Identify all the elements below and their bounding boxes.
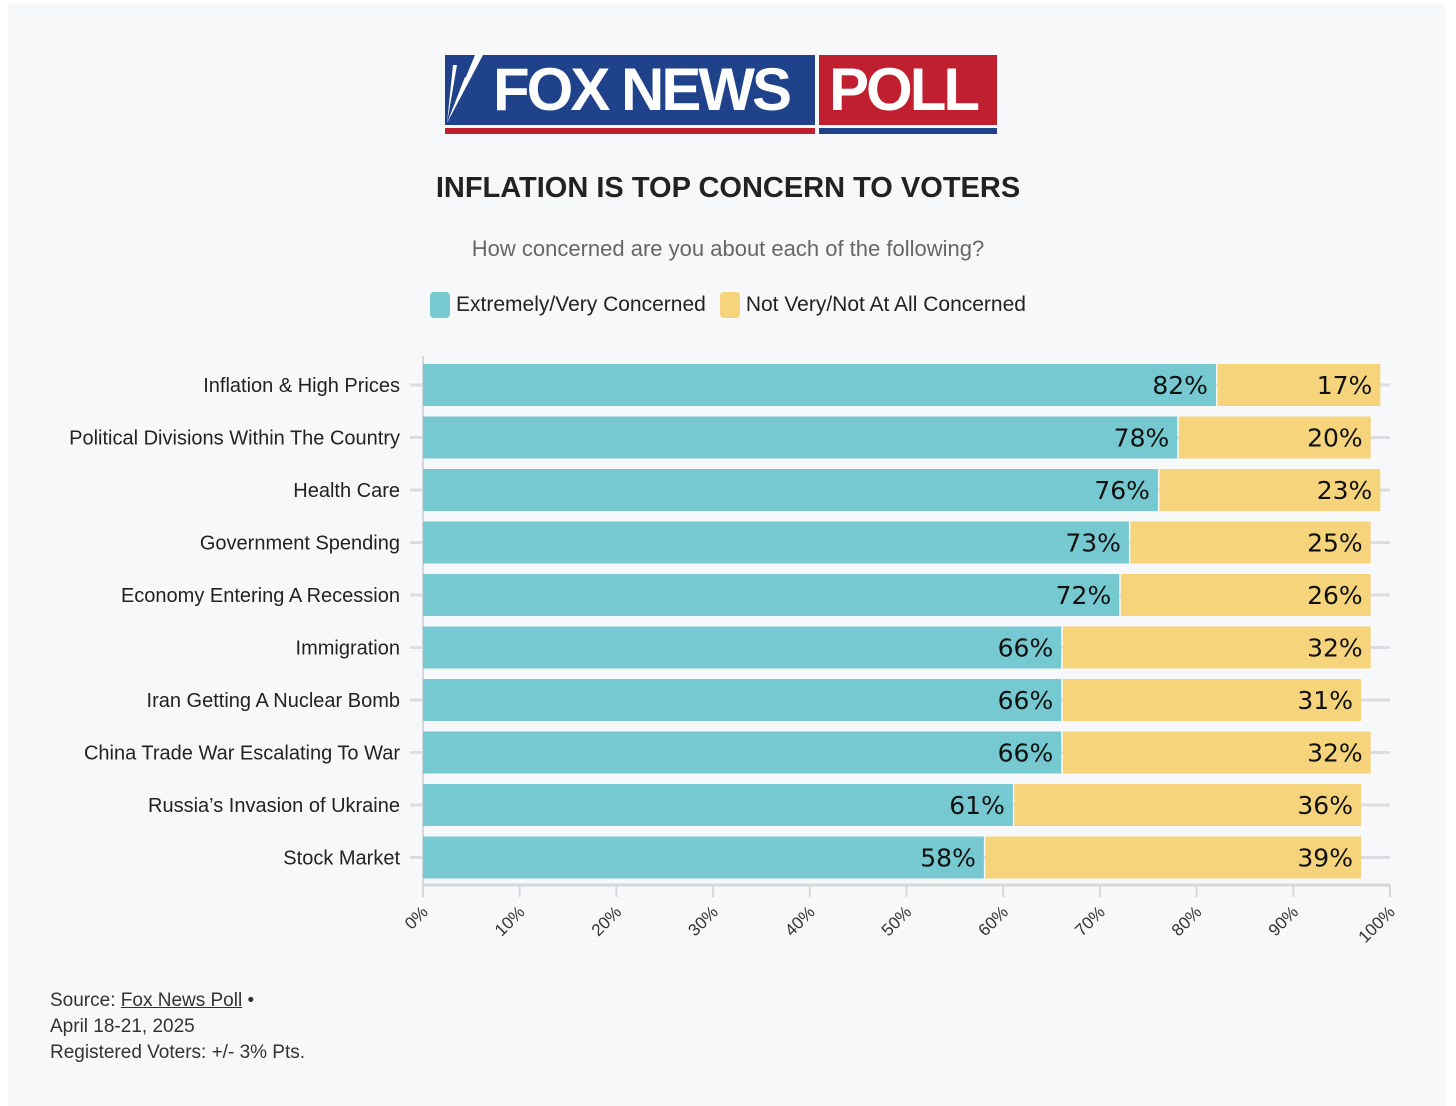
- x-tick-label: 60%: [975, 902, 1012, 939]
- chart-subtitle: How concerned are you about each of the …: [471, 236, 985, 261]
- source-sep: •: [247, 990, 255, 1011]
- category-label: Economy Entering A Recession: [121, 585, 400, 607]
- logo-fox-news-text: FOX NEWS: [493, 56, 792, 123]
- bar-segment: [423, 521, 1129, 564]
- data-label: 36%: [1297, 791, 1353, 820]
- x-tick-label: 70%: [1071, 902, 1108, 939]
- legend-swatch: [719, 292, 740, 318]
- bar-segment: [1062, 731, 1371, 774]
- data-label: 66%: [998, 634, 1054, 663]
- x-tick-label: 50%: [878, 902, 915, 939]
- bar-segment: [423, 469, 1158, 511]
- x-tick-label: 30%: [684, 902, 721, 939]
- bar-segment: [1120, 574, 1371, 616]
- legend: Extremely/Very Concerned Not Very/Not At…: [0, 292, 1456, 318]
- category-label: Stock Market: [283, 848, 400, 870]
- legend-swatch: [430, 292, 451, 318]
- category-label: Immigration: [296, 638, 400, 660]
- category-label: Government Spending: [200, 533, 400, 555]
- data-label: 78%: [1114, 424, 1170, 453]
- category-label: Russia’s Invasion of Ukraine: [148, 795, 400, 817]
- bar-segment: [1130, 521, 1371, 564]
- source-date: April 18-21, 2025: [50, 1016, 195, 1037]
- data-label: 66%: [998, 686, 1054, 715]
- legend-label: Extremely/Very Concerned: [456, 293, 706, 316]
- data-label: 31%: [1297, 686, 1353, 715]
- chart-title: INFLATION IS TOP CONCERN TO VOTERS: [435, 172, 1021, 204]
- bar-segment: [1159, 469, 1381, 511]
- source-link[interactable]: Fox News Poll: [120, 990, 243, 1011]
- data-label: 66%: [998, 739, 1054, 768]
- data-label: 20%: [1307, 424, 1363, 453]
- bar-segment: [423, 574, 1120, 616]
- bar-segment: [1217, 364, 1381, 406]
- x-tick-label: 90%: [1265, 902, 1302, 939]
- legend-item-concerned: Extremely/Very Concerned: [430, 292, 706, 318]
- data-label: 82%: [1152, 371, 1208, 400]
- data-label: 23%: [1317, 476, 1373, 505]
- bar-segment: [423, 626, 1062, 669]
- bar-segment: [423, 836, 984, 879]
- category-label: Iran Getting A Nuclear Bomb: [147, 690, 400, 712]
- x-tick-label: 40%: [781, 902, 818, 939]
- bar-segment: [985, 836, 1361, 879]
- data-label: 39%: [1297, 844, 1353, 873]
- bar-segment: [423, 364, 1216, 406]
- data-label: 17%: [1317, 371, 1373, 400]
- data-label: 73%: [1065, 529, 1121, 558]
- category-label: Political Divisions Within The Country: [69, 428, 400, 450]
- x-tick-label: 100%: [1355, 902, 1399, 946]
- data-label: 25%: [1307, 529, 1363, 558]
- x-tick-label: 10%: [491, 902, 528, 939]
- data-label: 32%: [1307, 634, 1363, 663]
- category-label: Health Care: [293, 480, 400, 502]
- bar-segment: [423, 416, 1178, 459]
- logo-rays-icon: [447, 55, 483, 123]
- bar-segment: [1062, 626, 1371, 669]
- bar-segment: [423, 784, 1013, 826]
- bar-segment: [1062, 679, 1361, 721]
- legend-item-not-concerned: Not Very/Not At All Concerned: [719, 292, 1026, 318]
- data-label: 72%: [1056, 581, 1112, 610]
- data-label: 58%: [920, 844, 976, 873]
- bar-segment: [423, 679, 1062, 721]
- x-tick-label: 0%: [401, 902, 432, 933]
- bar-segment: [1014, 784, 1361, 826]
- bar-segment: [1178, 416, 1371, 459]
- data-label: 26%: [1307, 581, 1363, 610]
- x-tick-label: 20%: [588, 902, 625, 939]
- source-label: Source:: [50, 990, 116, 1011]
- source-margin: Registered Voters: +/- 3% Pts.: [50, 1042, 306, 1063]
- fox-news-poll-logo: FOX NEWS POLL: [445, 55, 997, 135]
- x-tick-label: 80%: [1168, 902, 1205, 939]
- category-label: Inflation & High Prices: [203, 375, 400, 397]
- legend-label: Not Very/Not At All Concerned: [745, 293, 1026, 316]
- source-note: Source: Fox News Poll • April 18-21, 202…: [50, 988, 305, 1066]
- bar-segment: [423, 731, 1062, 774]
- data-label: 61%: [949, 791, 1005, 820]
- data-label: 32%: [1307, 739, 1363, 768]
- data-label: 76%: [1094, 476, 1150, 505]
- category-label: China Trade War Escalating To War: [84, 743, 400, 765]
- logo-poll-text: POLL: [829, 56, 980, 123]
